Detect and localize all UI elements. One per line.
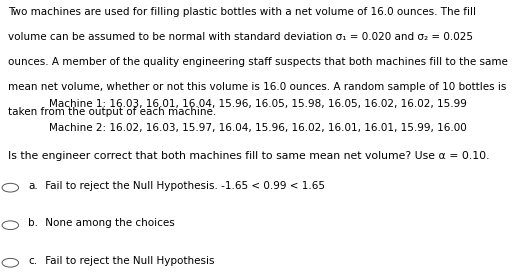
- Text: Fail to reject the Null Hypothesis. -1.65 < 0.99 < 1.65: Fail to reject the Null Hypothesis. -1.6…: [42, 181, 325, 191]
- Text: Fail to reject the Null Hypothesis: Fail to reject the Null Hypothesis: [42, 256, 215, 266]
- Text: volume can be assumed to be normal with standard deviation σ₁ = 0.020 and σ₂ = 0: volume can be assumed to be normal with …: [8, 32, 473, 42]
- Text: Machine 2: 16.02, 16.03, 15.97, 16.04, 15.96, 16.02, 16.01, 16.01, 15.99, 16.00: Machine 2: 16.02, 16.03, 15.97, 16.04, 1…: [49, 123, 467, 133]
- Text: taken from the output of each machine.: taken from the output of each machine.: [8, 107, 216, 117]
- Circle shape: [2, 183, 19, 192]
- Circle shape: [2, 221, 19, 230]
- Text: None among the choices: None among the choices: [42, 218, 175, 228]
- Text: b.: b.: [28, 218, 38, 228]
- Text: Is the engineer correct that both machines fill to same mean net volume? Use α =: Is the engineer correct that both machin…: [8, 151, 489, 161]
- Text: c.: c.: [28, 256, 38, 266]
- Circle shape: [2, 258, 19, 267]
- Text: Two machines are used for filling plastic bottles with a net volume of 16.0 ounc: Two machines are used for filling plasti…: [8, 7, 476, 17]
- Text: mean net volume, whether or not this volume is 16.0 ounces. A random sample of 1: mean net volume, whether or not this vol…: [8, 82, 506, 92]
- Text: Machine 1: 16.03, 16.01, 16.04, 15.96, 16.05, 15.98, 16.05, 16.02, 16.02, 15.99: Machine 1: 16.03, 16.01, 16.04, 15.96, 1…: [49, 99, 467, 109]
- Text: ounces. A member of the quality engineering staff suspects that both machines fi: ounces. A member of the quality engineer…: [8, 57, 508, 67]
- Text: a.: a.: [28, 181, 38, 191]
